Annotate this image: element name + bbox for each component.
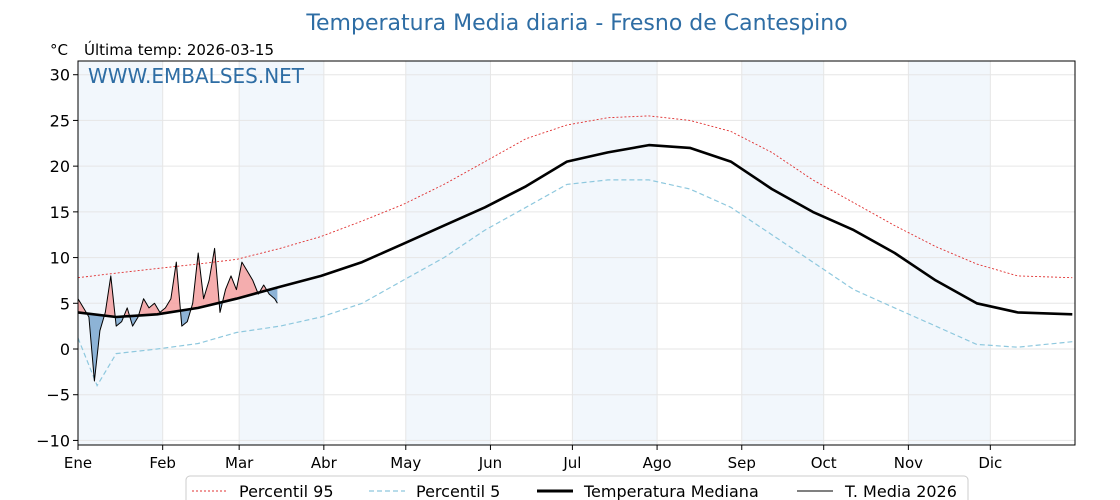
x-tick-label: Nov — [894, 454, 923, 472]
grid-lines — [77, 61, 1075, 445]
below-median-area — [86, 313, 105, 381]
legend-label-median: Temperatura Mediana — [583, 482, 759, 500]
x-tick-label: Jun — [478, 454, 502, 472]
month-bands — [78, 61, 991, 445]
month-band — [572, 61, 658, 445]
y-tick-label: 20 — [50, 157, 70, 176]
x-tick-label: Oct — [811, 454, 837, 472]
series-lines — [77, 115, 1073, 387]
x-tick-label: Mar — [225, 454, 254, 472]
y-tick-label: 0 — [60, 340, 70, 359]
y-tick-label: −5 — [46, 386, 70, 405]
x-tick-label: Ago — [643, 454, 672, 472]
below-median-area — [267, 287, 278, 304]
median-line — [77, 143, 1073, 319]
below-median-area — [181, 308, 192, 327]
month-band — [741, 61, 824, 445]
x-axis: Ene Feb Mar Abr May Jun Jul Ago Sep Oct Nov Dic — [64, 445, 1002, 472]
below-median-area — [115, 316, 124, 327]
x-tick-label: Jul — [562, 454, 581, 472]
month-band — [78, 61, 163, 445]
x-tick-label: Dic — [978, 454, 1002, 472]
legend-label-current: T. Media 2026 — [844, 482, 957, 500]
x-tick-label: Abr — [311, 454, 338, 472]
above-median-area — [138, 262, 182, 316]
legend-label-p95: Percentil 95 — [239, 482, 334, 500]
x-tick-label: Sep — [728, 454, 756, 472]
watermark: WWW.EMBALSES.NET — [88, 64, 305, 88]
x-tick-label: Ene — [64, 454, 92, 472]
y-tick-label: 5 — [60, 294, 70, 313]
legend-box — [185, 475, 969, 500]
p95-line — [77, 115, 1073, 279]
month-band — [908, 61, 991, 445]
legend-label-p5: Percentil 5 — [416, 482, 500, 500]
x-tick-label: May — [390, 454, 421, 472]
y-tick-label: 10 — [50, 249, 70, 268]
legend: Percentil 95 Percentil 5 Temperatura Med… — [185, 475, 969, 500]
plot-frame — [77, 60, 1076, 446]
current-year-line — [77, 247, 278, 382]
above-median-area — [123, 307, 130, 317]
above-median-area — [104, 275, 116, 317]
month-band — [405, 61, 491, 445]
y-tick-label: −10 — [36, 431, 70, 450]
unit-label: °C — [50, 41, 68, 59]
last-temp-label: Última temp: 2026-03-15 — [84, 40, 274, 59]
y-tick-label: 15 — [50, 203, 70, 222]
above-median-area — [222, 262, 259, 302]
y-axis: −10 −5 0 5 10 15 20 25 30 — [36, 66, 78, 450]
y-tick-label: 25 — [50, 111, 70, 130]
month-band — [239, 61, 324, 445]
above-median-area — [78, 298, 87, 314]
chart-title: Temperatura Media diaria - Fresno de Can… — [305, 11, 847, 36]
y-tick-label: 30 — [50, 66, 70, 85]
p5-line — [77, 179, 1073, 387]
x-tick-label: Feb — [149, 454, 176, 472]
